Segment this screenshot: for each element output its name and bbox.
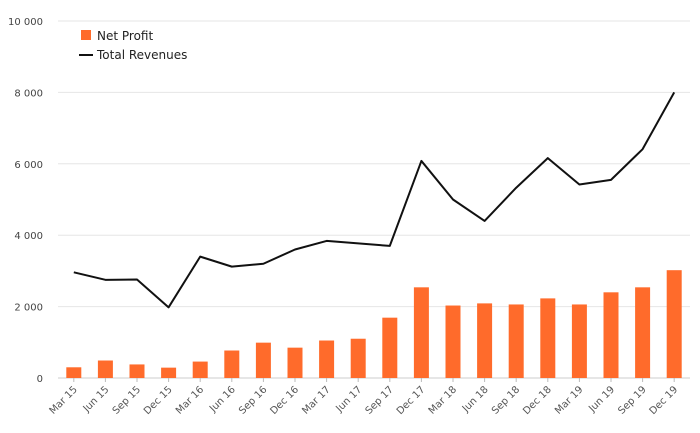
x-tick-label: Mar 19 — [553, 384, 585, 416]
x-tick-label: Sep 18 — [490, 384, 522, 416]
net-profit-bar — [666, 270, 682, 378]
x-tick-label: Dec 19 — [648, 384, 681, 417]
net-profit-bar — [603, 292, 619, 378]
legend-label-total-revenues: Total Revenues — [96, 48, 187, 62]
x-tick-label: Sep 17 — [364, 384, 396, 416]
x-tick-label: Dec 17 — [395, 384, 428, 417]
net-profit-bar — [382, 317, 398, 378]
gridlines — [58, 20, 690, 379]
net-profit-bar — [97, 360, 113, 378]
net-profit-bar — [445, 305, 461, 378]
net-profit-bar — [508, 304, 524, 378]
net-profit-bar — [540, 298, 556, 378]
net-profit-bar — [413, 287, 429, 378]
total-revenues-line-group — [73, 91, 676, 309]
net-profit-bar — [161, 367, 177, 378]
net-profit-bar — [192, 361, 208, 378]
net-profit-bar — [571, 304, 587, 378]
x-tick-label: Sep 19 — [616, 384, 648, 416]
net-profit-bar — [477, 303, 493, 378]
y-tick-label: 0 — [37, 374, 43, 385]
y-tick-label: 4 000 — [14, 231, 43, 242]
x-tick-label: Mar 15 — [48, 384, 80, 416]
legend-label-net-profit: Net Profit — [97, 29, 153, 43]
x-tick-label: Jun 19 — [586, 384, 617, 415]
net-profit-bar — [319, 340, 335, 378]
net-profit-bar — [129, 364, 145, 378]
net-profit-bars — [66, 270, 682, 378]
x-tick-label: Mar 18 — [427, 384, 459, 416]
x-tick-label: Jun 17 — [334, 384, 365, 415]
x-tick-label: Sep 15 — [111, 384, 143, 416]
x-tick-label: Jun 15 — [81, 384, 112, 415]
x-tick-label: Jun 18 — [460, 384, 491, 415]
legend: Net Profit Total Revenues — [79, 29, 187, 62]
x-tick-label: Dec 15 — [142, 384, 175, 417]
total-revenues-line — [73, 91, 676, 309]
net-profit-bar — [287, 347, 303, 378]
net-profit-bar — [635, 287, 651, 378]
net-profit-bar — [224, 350, 240, 378]
y-axis: 0 2 000 4 000 6 000 8 000 10 000 — [8, 17, 43, 385]
x-tick-label: Sep 16 — [237, 384, 269, 416]
net-profit-bar — [255, 342, 271, 378]
x-tick-label: Mar 17 — [300, 384, 332, 416]
y-tick-label: 10 000 — [8, 17, 43, 28]
net-profit-bar — [66, 367, 82, 378]
x-tick-label: Mar 16 — [174, 384, 206, 416]
x-tick-label: Dec 16 — [268, 384, 301, 417]
y-tick-label: 8 000 — [14, 88, 43, 99]
x-tick-label: Jun 16 — [207, 384, 238, 415]
net-profit-bar — [350, 338, 366, 378]
y-tick-label: 6 000 — [14, 160, 43, 171]
x-tick-label: Dec 18 — [521, 384, 554, 417]
y-tick-label: 2 000 — [14, 303, 43, 314]
legend-swatch-net-profit — [81, 30, 91, 40]
